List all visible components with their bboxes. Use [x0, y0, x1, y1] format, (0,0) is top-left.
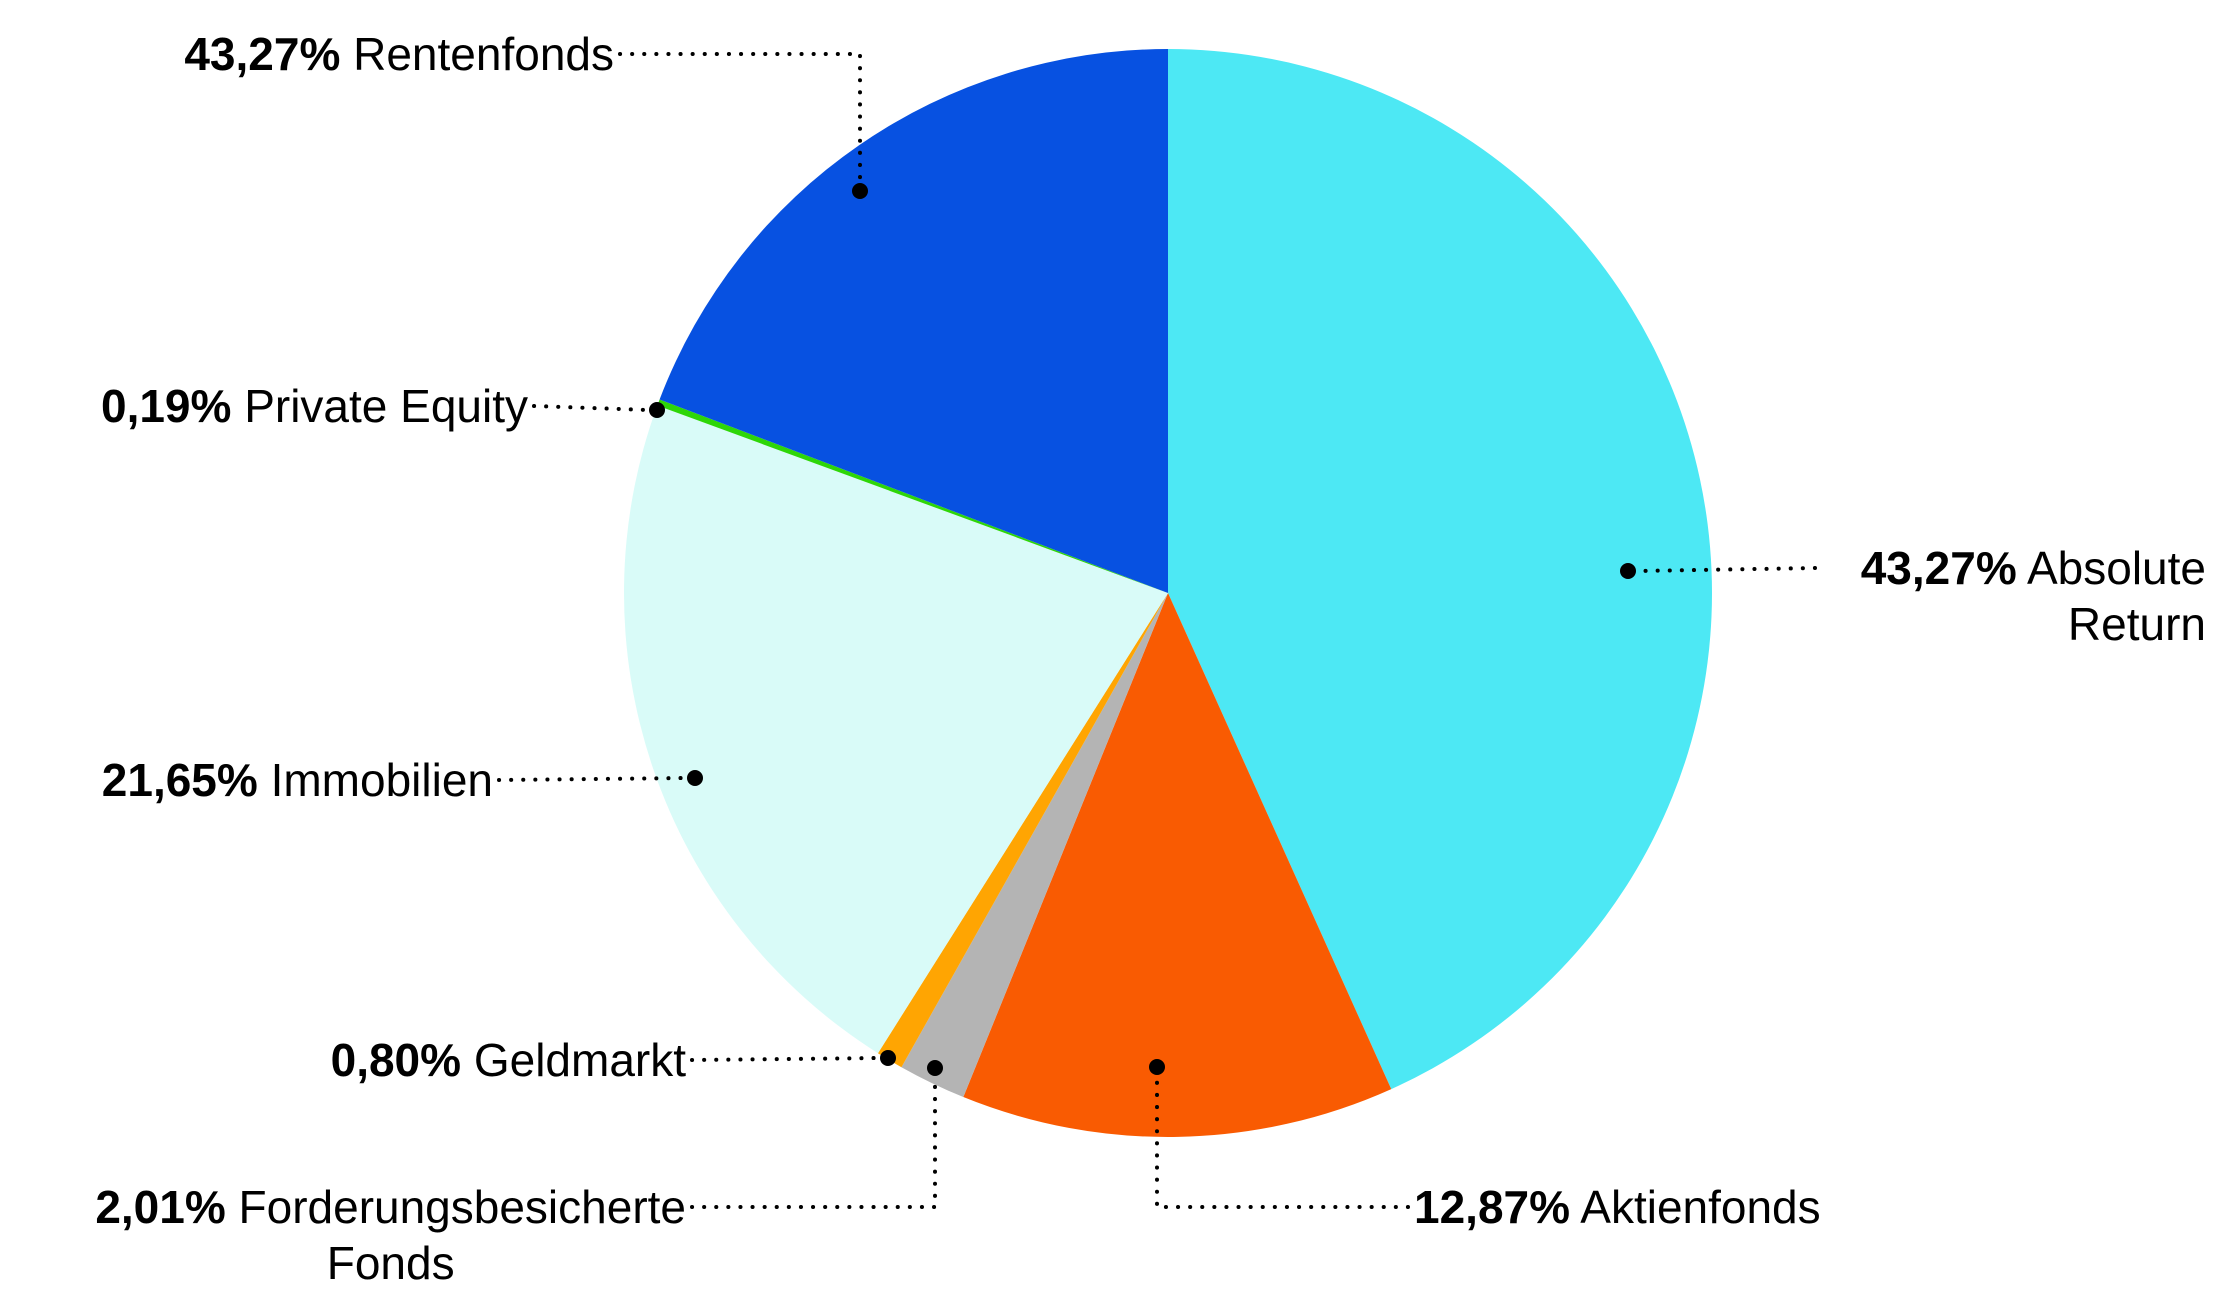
label-rentenfonds-percent: 43,27%: [184, 28, 341, 80]
label-aktienfonds: 12,87% Aktienfonds: [1414, 1179, 1821, 1235]
label-immobilien-percent: 21,65%: [101, 754, 258, 806]
pie-slice-aktienfonds: [963, 593, 1392, 1138]
label-immobilien-name: Immobilien: [270, 754, 493, 806]
leader-dot-absolute-return: [1620, 563, 1636, 579]
leader-dot-rentenfonds: [852, 183, 868, 199]
pie-slice-rentenfonds: [659, 49, 1168, 593]
pie-slice-private-equity: [657, 399, 1168, 593]
label-absolute-return-name-line2: Return: [2067, 598, 2206, 650]
leader-dot-aktienfonds: [1149, 1059, 1165, 1075]
pie-slice-immobilien: [623, 405, 1168, 1054]
leader-line-forderungsbesicherte-fonds: [690, 1075, 937, 1209]
label-absolute-return: 43,27% Absolute Return: [1861, 540, 2206, 652]
leader-line-aktienfonds: [1155, 1074, 1410, 1209]
leader-line-rentenfonds: [618, 52, 862, 185]
label-private-equity: 0,19% Private Equity: [101, 378, 528, 434]
label-geldmarkt-percent: 0,80%: [330, 1034, 462, 1086]
label-forderungsbesicherte-percent: 2,01%: [95, 1181, 226, 1233]
label-absolute-return-percent: 43,27%: [1860, 542, 2017, 594]
label-forderungsbesicherte-fonds: 2,01% Forderungsbesicherte Fonds: [95, 1179, 686, 1291]
pie-slice-forderungsbesicherte-fonds: [901, 593, 1168, 1098]
leader-line-immobilien: [497, 776, 688, 782]
label-aktienfonds-percent: 12,87%: [1414, 1181, 1571, 1233]
label-absolute-return-name-line1: Absolute: [2026, 542, 2206, 594]
leader-line-geldmarkt: [690, 1056, 881, 1062]
label-geldmarkt: 0,80% Geldmarkt: [331, 1032, 686, 1088]
label-aktienfonds-name: Aktienfonds: [1580, 1181, 1821, 1233]
label-forderungsbesicherte-name-line1: Forderungsbesicherte: [238, 1181, 686, 1233]
leader-dot-private-equity: [649, 402, 665, 418]
label-private-equity-name: Private Equity: [244, 380, 528, 432]
label-private-equity-percent: 0,19%: [100, 380, 232, 432]
label-rentenfonds: 43,27% Rentenfonds: [184, 26, 614, 82]
pie-slice-absolute-return: [1168, 49, 1712, 1090]
label-geldmarkt-name: Geldmarkt: [473, 1034, 686, 1086]
leader-dot-immobilien: [687, 770, 703, 786]
leader-dot-forderungsbesicherte-fonds: [927, 1060, 943, 1076]
label-immobilien: 21,65% Immobilien: [102, 752, 493, 808]
leader-dot-geldmarkt: [880, 1050, 896, 1066]
label-forderungsbesicherte-name-line2: Fonds: [326, 1237, 455, 1289]
pie-slice-geldmarkt: [877, 593, 1168, 1068]
label-rentenfonds-name: Rentenfonds: [353, 28, 614, 80]
leader-line-private-equity: [532, 404, 650, 412]
